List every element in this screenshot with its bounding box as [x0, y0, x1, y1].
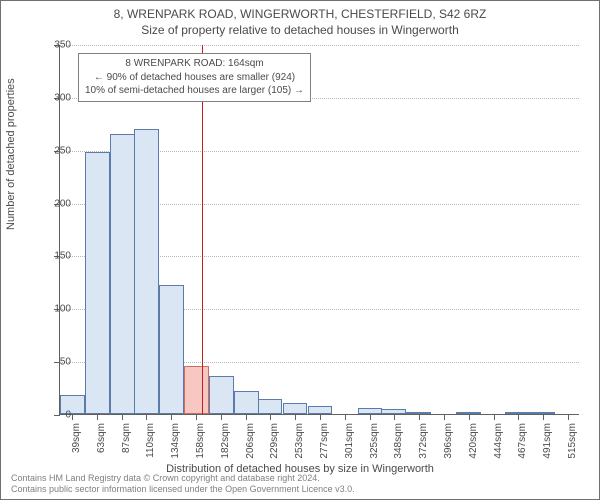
y-tick-label: 200	[54, 198, 71, 209]
x-tick-label: 348sqm	[393, 423, 404, 463]
footer-line1: Contains HM Land Registry data © Crown c…	[11, 473, 589, 484]
x-tick	[246, 414, 247, 420]
x-tick-label: 253sqm	[294, 423, 305, 463]
annotation-line2: ← 90% of detached houses are smaller (92…	[85, 71, 304, 85]
x-tick-label: 182sqm	[220, 423, 231, 463]
chart-container: 8, WRENPARK ROAD, WINGERWORTH, CHESTERFI…	[0, 0, 600, 500]
chart-title-line2: Size of property relative to detached ho…	[1, 23, 599, 37]
histogram-bar	[60, 395, 85, 414]
x-tick-label: 134sqm	[170, 423, 181, 463]
y-axis-label: Number of detached properties	[5, 78, 17, 230]
y-tick-label: 150	[54, 251, 71, 262]
x-tick-label: 158sqm	[195, 423, 206, 463]
gridline-h	[60, 45, 579, 46]
x-tick	[72, 414, 73, 420]
histogram-bar	[85, 152, 110, 414]
plot-area: 8 WRENPARK ROAD: 164sqm ← 90% of detache…	[59, 45, 579, 415]
x-tick	[270, 414, 271, 420]
annotation-box: 8 WRENPARK ROAD: 164sqm ← 90% of detache…	[78, 53, 311, 102]
x-tick	[568, 414, 569, 420]
x-tick	[469, 414, 470, 420]
chart-title-line1: 8, WRENPARK ROAD, WINGERWORTH, CHESTERFI…	[1, 7, 599, 21]
histogram-bar	[209, 376, 234, 414]
x-tick-label: 110sqm	[145, 423, 156, 463]
x-tick	[221, 414, 222, 420]
x-tick-label: 444sqm	[493, 423, 504, 463]
x-tick-label: 229sqm	[269, 423, 280, 463]
x-tick	[196, 414, 197, 420]
histogram-bar	[110, 134, 135, 414]
x-tick	[370, 414, 371, 420]
x-tick-label: 63sqm	[96, 423, 107, 463]
x-tick-label: 206sqm	[245, 423, 256, 463]
histogram-bar	[134, 129, 159, 414]
x-tick-label: 491sqm	[542, 423, 553, 463]
histogram-bar	[184, 366, 209, 414]
x-tick	[419, 414, 420, 420]
x-tick	[345, 414, 346, 420]
y-tick	[54, 415, 60, 416]
x-tick-label: 420sqm	[468, 423, 479, 463]
y-tick-label: 0	[65, 410, 71, 421]
x-tick-label: 301sqm	[344, 423, 355, 463]
x-tick-label: 87sqm	[121, 423, 132, 463]
y-tick-label: 100	[54, 304, 71, 315]
x-tick-label: 467sqm	[517, 423, 528, 463]
y-tick-label: 350	[54, 40, 71, 51]
y-tick-label: 50	[60, 357, 71, 368]
x-tick-label: 325sqm	[369, 423, 380, 463]
footer-line2: Contains public sector information licen…	[11, 484, 589, 495]
x-tick	[295, 414, 296, 420]
x-tick	[444, 414, 445, 420]
annotation-line3: 10% of semi-detached houses are larger (…	[85, 84, 304, 98]
histogram-bar	[283, 403, 308, 414]
x-tick	[518, 414, 519, 420]
x-tick	[97, 414, 98, 420]
x-tick-label: 515sqm	[567, 423, 578, 463]
x-tick-label: 372sqm	[418, 423, 429, 463]
x-tick-label: 277sqm	[319, 423, 330, 463]
x-tick-label: 396sqm	[443, 423, 454, 463]
histogram-bar	[258, 399, 283, 414]
x-tick	[543, 414, 544, 420]
footer-attribution: Contains HM Land Registry data © Crown c…	[11, 473, 589, 495]
x-tick	[146, 414, 147, 420]
histogram-bar	[308, 406, 333, 414]
histogram-bar	[234, 391, 259, 414]
annotation-line1: 8 WRENPARK ROAD: 164sqm	[85, 57, 304, 71]
x-tick	[122, 414, 123, 420]
x-tick	[171, 414, 172, 420]
x-tick-label: 39sqm	[71, 423, 82, 463]
y-tick-label: 300	[54, 92, 71, 103]
x-tick	[394, 414, 395, 420]
x-tick	[494, 414, 495, 420]
histogram-bar	[159, 285, 184, 414]
y-tick-label: 250	[54, 145, 71, 156]
x-tick	[320, 414, 321, 420]
